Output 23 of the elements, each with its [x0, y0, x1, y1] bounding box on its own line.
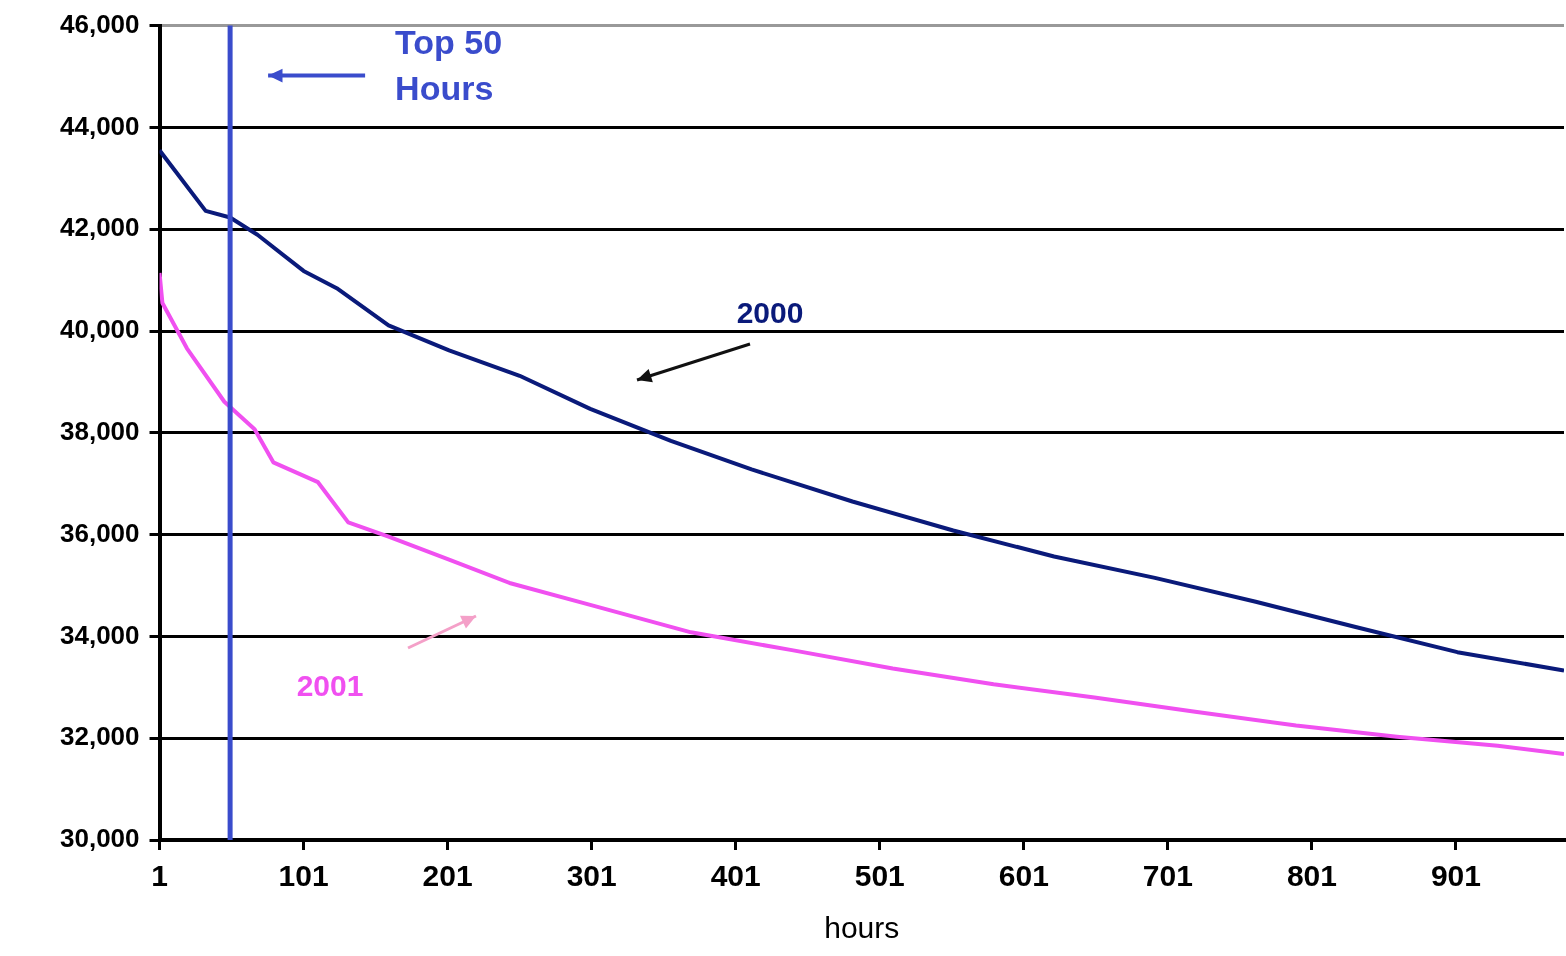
- x-tick-label: 1: [151, 859, 168, 893]
- x-axis-title: hours: [824, 911, 900, 945]
- y-tick-label: 34,000: [59, 619, 140, 650]
- x-tick-label: 901: [1430, 859, 1481, 893]
- x-tick-label: 201: [422, 859, 473, 893]
- x-tick-label: 101: [278, 859, 329, 893]
- text: 2000: [736, 296, 804, 330]
- x-tick-label: 401: [710, 859, 761, 893]
- y-tick-label: 44,000: [59, 110, 140, 141]
- y-tick-label: 42,000: [59, 212, 140, 243]
- x-tick-label: 701: [1142, 859, 1193, 893]
- y-tick-label: 30,000: [59, 823, 140, 854]
- x-tick-label: 601: [998, 859, 1049, 893]
- x-tick-label: 501: [854, 859, 905, 893]
- y-tick-label: 32,000: [59, 721, 140, 752]
- y-tick-label: 46,000: [59, 8, 140, 39]
- y-tick-label: 38,000: [59, 415, 140, 446]
- x-tick-label: 301: [566, 859, 617, 893]
- x-tick-label: 801: [1286, 859, 1337, 893]
- y-tick-label: 40,000: [59, 314, 140, 345]
- y-tick-label: 36,000: [59, 517, 140, 548]
- text: 2001: [296, 669, 364, 703]
- ref-line-label: Top 50 Hours: [395, 22, 503, 107]
